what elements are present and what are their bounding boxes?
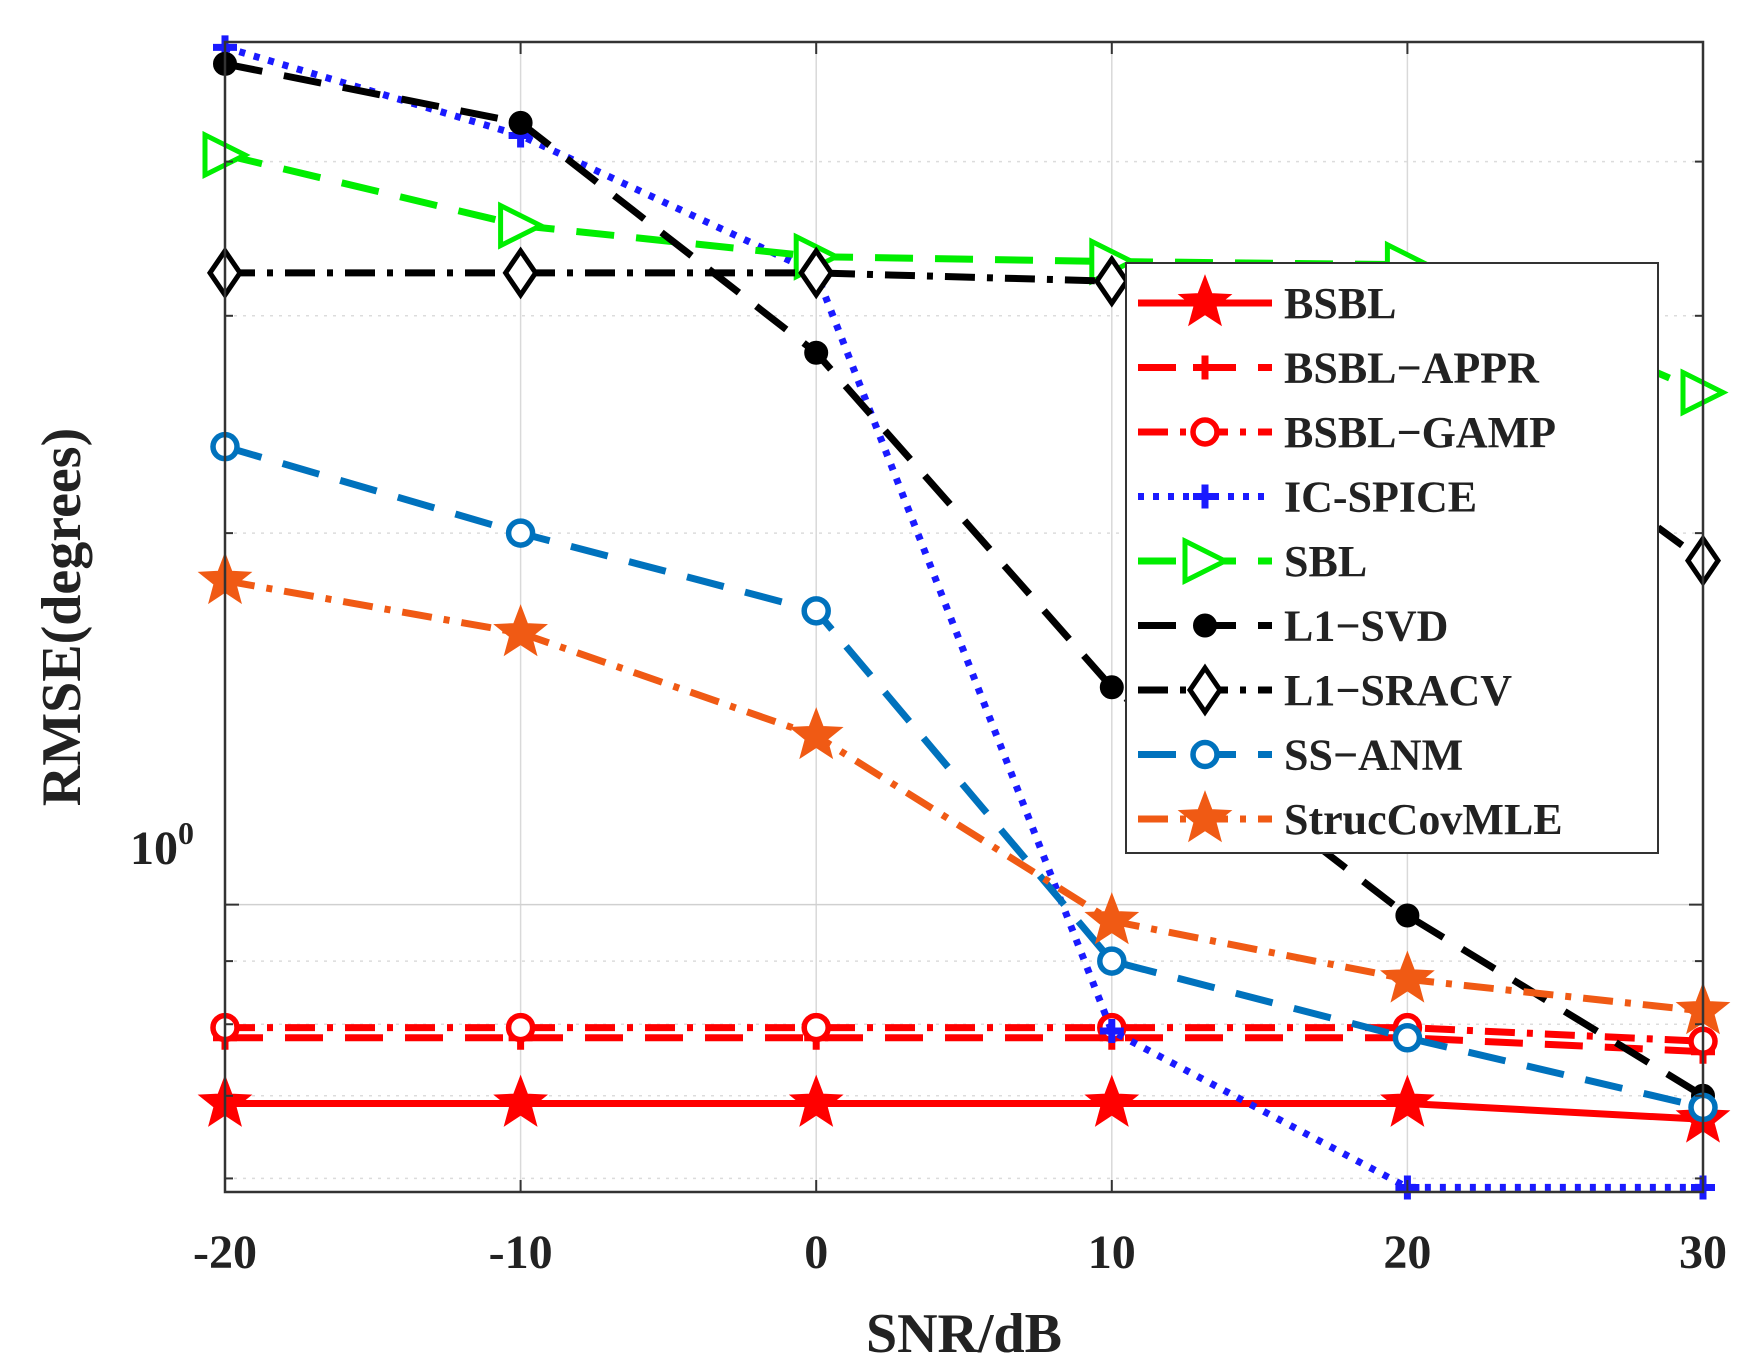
series-line xyxy=(225,1100,1704,1123)
dot-marker xyxy=(1395,903,1420,928)
legend-label: L1−SVD xyxy=(1284,602,1448,651)
legend-label: SBL xyxy=(1284,537,1367,586)
circle-marker xyxy=(505,518,536,548)
circle-marker xyxy=(1097,946,1127,976)
legend-entry: StrucCovMLE xyxy=(1138,790,1563,844)
star-marker xyxy=(1084,1074,1140,1127)
star-marker xyxy=(788,1074,844,1127)
legend-label: SS−ANM xyxy=(1284,731,1463,780)
star-marker xyxy=(1177,274,1233,327)
diamond-marker xyxy=(1186,663,1224,717)
y-tick-base: 10 xyxy=(130,822,178,875)
dot-marker xyxy=(508,110,533,135)
legend-entry: L1−SVD xyxy=(1138,602,1448,651)
x-tick-label: 10 xyxy=(1088,1226,1136,1279)
series-line xyxy=(225,1024,1704,1045)
circle-marker xyxy=(1190,417,1220,447)
x-tick-label: -20 xyxy=(193,1226,257,1279)
x-tick-label: 30 xyxy=(1679,1226,1727,1279)
star-marker xyxy=(1177,790,1233,843)
y-tick-label: 100 xyxy=(130,815,194,875)
legend-entry: IC-SPICE xyxy=(1138,473,1477,522)
circle-marker xyxy=(801,596,831,626)
diamond-marker xyxy=(502,246,539,300)
plus-marker xyxy=(1099,1018,1124,1043)
y-axis-label: RMSE(degrees) xyxy=(31,428,93,806)
legend-entry: L1−SRACV xyxy=(1138,663,1512,717)
plot-frame xyxy=(223,40,1705,1194)
legend-entry: BSBL xyxy=(1138,274,1397,328)
legend: BSBL BSBL−APPR BSBL−GAMP IC-SPICE SBL L1−SVD L… xyxy=(1125,262,1659,854)
y-tick-exponent: 0 xyxy=(178,815,194,851)
circle-marker xyxy=(1190,739,1220,770)
series-line xyxy=(224,44,1703,1191)
star-marker xyxy=(493,1074,548,1127)
dot-marker xyxy=(1193,613,1217,638)
x-axis-label: SNR/dB xyxy=(866,1303,1062,1365)
legend-entry: SS−ANM xyxy=(1138,731,1463,780)
star-marker xyxy=(1380,1074,1435,1127)
series-line xyxy=(224,60,1705,1099)
legend-entry: BSBL−APPR xyxy=(1138,344,1540,393)
circle-marker xyxy=(1392,1023,1423,1053)
legend-label: BSBL xyxy=(1284,279,1397,328)
dot-marker xyxy=(804,340,829,365)
star-marker xyxy=(493,604,548,657)
x-tick-label: 20 xyxy=(1383,1226,1431,1279)
plus-marker xyxy=(1193,355,1217,380)
diamond-marker xyxy=(798,246,835,300)
triangle-marker xyxy=(498,201,547,250)
series-line xyxy=(224,151,1705,396)
circle-marker xyxy=(801,1012,831,1043)
x-tick-label: 0 xyxy=(804,1226,828,1279)
series-line xyxy=(224,443,1704,1111)
triangle-marker xyxy=(1182,536,1231,586)
series-line xyxy=(225,1034,1704,1056)
series-line xyxy=(224,577,1704,1015)
legend-label: BSBL−GAMP xyxy=(1284,408,1556,457)
axis-ticks: -20 -10 0 10 20 30 xyxy=(193,41,1727,1279)
star-marker xyxy=(1380,950,1435,1003)
legend-label: L1−SRACV xyxy=(1284,666,1512,715)
legend-entry: BSBL−GAMP xyxy=(1138,408,1556,457)
legend-label: StrucCovMLE xyxy=(1284,795,1563,844)
dot-marker xyxy=(1099,675,1124,700)
star-marker xyxy=(1084,892,1140,945)
legend-entry: SBL xyxy=(1138,536,1367,586)
diamond-marker xyxy=(1093,254,1130,308)
star-marker xyxy=(788,707,844,760)
circle-marker xyxy=(505,1012,536,1043)
x-tick-label: -10 xyxy=(489,1226,553,1279)
legend-label: IC-SPICE xyxy=(1284,473,1477,522)
plus-marker xyxy=(1193,484,1217,509)
series-line xyxy=(225,269,1706,564)
legend-label: BSBL−APPR xyxy=(1284,344,1540,393)
